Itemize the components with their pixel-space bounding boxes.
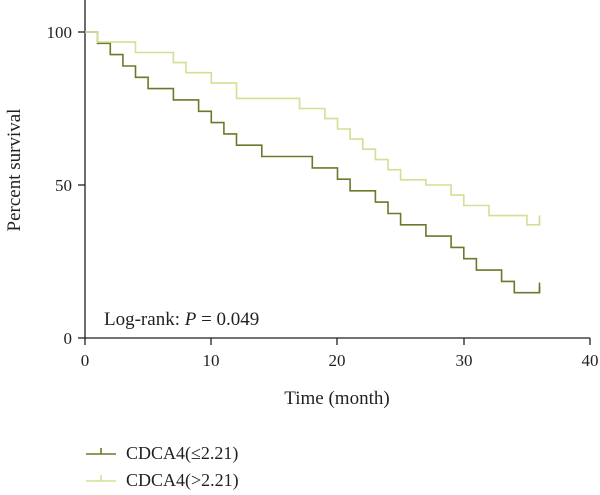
x-tick-label-30: 30 (456, 351, 473, 370)
log-rank-annotation: Log-rank: P = 0.049 (104, 309, 259, 330)
x-tick-label-20: 20 (329, 351, 346, 370)
x-tick-label-10: 10 (203, 351, 220, 370)
y-tick-label-0: 0 (64, 329, 73, 348)
series-line-low (85, 31, 541, 294)
x-tick-label-40: 40 (582, 351, 599, 370)
legend-label-high: CDCA4(>2.21) (126, 470, 239, 491)
x-tick-label-0: 0 (81, 351, 90, 370)
log-rank-prefix: Log-rank: (104, 309, 185, 330)
series-line-high (85, 31, 541, 226)
log-rank-value: = 0.049 (196, 309, 259, 330)
x-ticks: 0 10 20 30 40 (81, 338, 599, 370)
y-tick-label-100: 100 (47, 23, 73, 42)
y-axis-label: Percent survival (4, 109, 25, 232)
log-rank-p-symbol: P (184, 309, 197, 330)
y-ticks: 100 50 0 (47, 23, 85, 348)
x-axis-label: Time (month) (284, 388, 389, 409)
legend: CDCA4(≤2.21) CDCA4(>2.21) (86, 443, 239, 491)
legend-label-low: CDCA4(≤2.21) (126, 443, 238, 464)
y-tick-label-50: 50 (55, 176, 72, 195)
series-group (85, 31, 541, 294)
